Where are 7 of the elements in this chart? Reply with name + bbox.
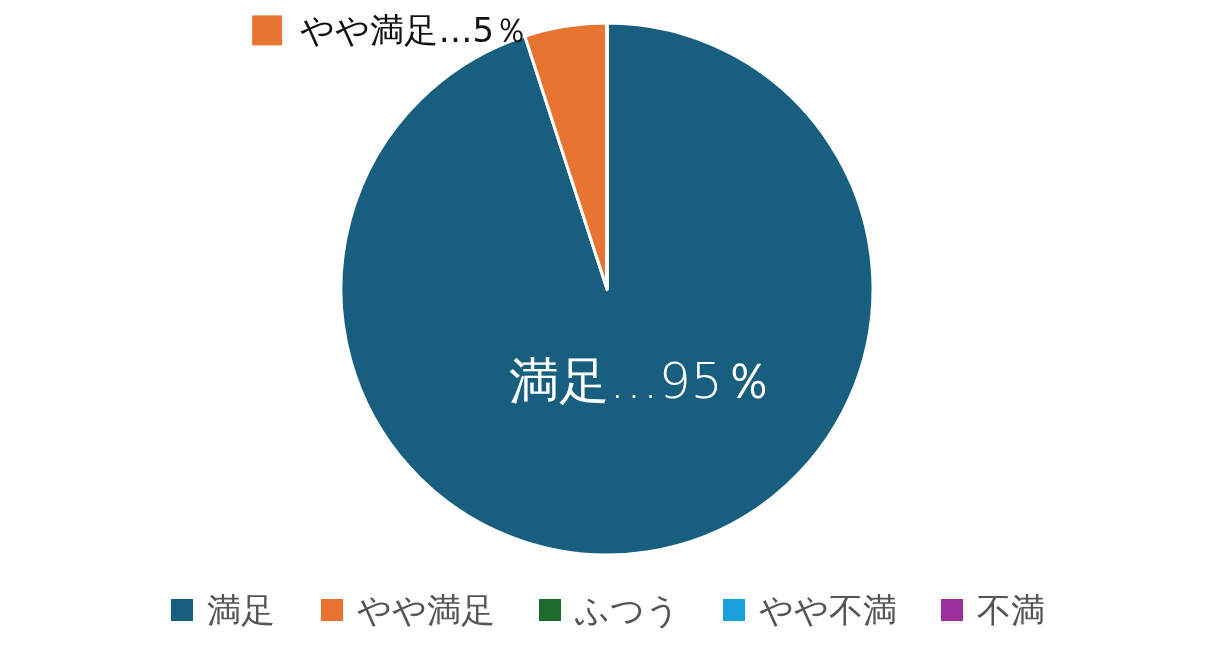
legend-label: 不満 [977,590,1045,630]
legend-label: 満足 [207,590,275,630]
legend-label: やや満足 [357,590,495,630]
legend-label: ふつう [574,590,680,630]
data-label: やや満足…5％ [300,10,529,51]
data-label: 満足…95％ [508,351,773,410]
legend-label: やや不満 [759,590,897,630]
